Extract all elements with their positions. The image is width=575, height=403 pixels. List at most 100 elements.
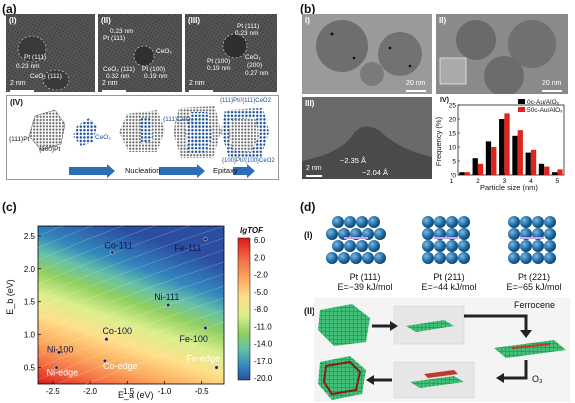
heatmap-ytick-2: 1.5 bbox=[24, 298, 36, 307]
colorbar-tick-5: -11.0 bbox=[254, 322, 272, 331]
facet-211-energy: E=−44 kJ/mol bbox=[421, 282, 477, 292]
contour-line bbox=[37, 212, 97, 237]
contour-line bbox=[42, 333, 225, 402]
facet-111: Pt (111) E=−39 kJ/mol bbox=[330, 272, 400, 292]
colorbar-tick-2: -2.0 bbox=[254, 271, 268, 280]
hist-bar-0-1 bbox=[472, 158, 478, 175]
scheme-label-ceo2: CeO₂ bbox=[95, 134, 111, 141]
heatmap-ytick-3: 1.0 bbox=[24, 331, 36, 340]
colorbar-title: lgTOF bbox=[240, 226, 263, 235]
legend-swatch-red bbox=[518, 107, 525, 112]
heatmap-xtick-1: -2.0 bbox=[83, 387, 97, 396]
tem-a2-ann-5: Pt (100) bbox=[142, 66, 166, 73]
hist-bar-0-7 bbox=[552, 172, 558, 175]
tem-b1-scale-bar bbox=[406, 90, 426, 92]
heatmap-point-co-100 bbox=[104, 337, 109, 342]
legend-swatch-black bbox=[518, 99, 525, 104]
heatmap-ytick-4: 0.5 bbox=[24, 364, 36, 373]
tem-a2-ann-2: CeO₂ bbox=[156, 48, 172, 55]
hist-bar-0-5 bbox=[525, 152, 531, 175]
heatmap-point-fe-edge bbox=[214, 365, 219, 370]
tem-a3-ann-1: 0.23 nm bbox=[235, 30, 259, 37]
tem-image-a3: (III) Pt (111) 0.23 nm Pt (100) 0.19 nm … bbox=[185, 14, 277, 92]
tem-b2-scale: 20 nm bbox=[542, 80, 562, 87]
tem-a2-ann-1: Pt (111) bbox=[103, 35, 126, 42]
hist-bar-0-6 bbox=[538, 163, 545, 175]
heatmap-point-label-fe-100: Fe-100 bbox=[179, 334, 208, 344]
tem-a1-ann-1: 0.23 nm bbox=[16, 63, 40, 70]
tem-b1-roman: I) bbox=[305, 16, 310, 25]
hist-bar-0-3 bbox=[499, 119, 505, 175]
tem-image-a1: (I) Pt (111) 0.23 nm CeO₂ (111) 2 nm bbox=[6, 14, 95, 92]
hist-xlabel: Particle size (nm) bbox=[480, 183, 538, 192]
heatmap-xtick-3: -1.0 bbox=[158, 387, 172, 396]
tem-a3-ann-0: Pt (111) bbox=[237, 23, 260, 30]
contour-line bbox=[37, 237, 225, 309]
hist-bar-1-1 bbox=[477, 163, 484, 175]
heatmap-ylabel: E_b (eV) bbox=[4, 279, 15, 315]
heatmap-point-label-ni-edge: Ni-edge bbox=[47, 368, 79, 378]
facet-221: Pt (221) E=−65 kJ/mol bbox=[498, 272, 570, 292]
colorbar-tick-7: -17.0 bbox=[254, 357, 273, 366]
tem-a3-ann-4: CeO₂ bbox=[245, 54, 261, 61]
hist-bar-0-2 bbox=[485, 141, 492, 175]
tem-b2-scale-bar bbox=[542, 90, 562, 92]
heatmap-point-label-co-edge: Co-edge bbox=[103, 361, 138, 371]
contour-line bbox=[37, 309, 225, 381]
hist-bar-1-4 bbox=[517, 130, 523, 175]
colorbar bbox=[237, 237, 251, 381]
hist-ytick-5: 25 bbox=[449, 103, 457, 110]
hist-bar-1-2 bbox=[491, 147, 497, 175]
facet-221-name: Pt (221) bbox=[517, 272, 550, 282]
tem-a2-ann-6: 0.19 nm bbox=[144, 73, 168, 80]
tem-a2-scale-bar bbox=[102, 90, 126, 92]
heatmap-point-label-co-111: Co-111 bbox=[104, 240, 132, 250]
facet-221-energy: E=−65 kJ/mol bbox=[506, 282, 562, 292]
tem-b3-ann-1: ~2.04 Å bbox=[362, 168, 389, 177]
hist-ytick-2: 10 bbox=[449, 145, 457, 152]
tem-a2-ann-4: 0.32 nm bbox=[106, 73, 130, 80]
heatmap-point-co-111 bbox=[110, 250, 115, 255]
contour-line bbox=[37, 225, 225, 297]
tem-a1-roman: (I) bbox=[9, 16, 17, 25]
heatmap-point-co-edge bbox=[102, 358, 107, 363]
colorbar-tick-0: 6.0 bbox=[254, 236, 266, 245]
tem-a3-ann-3: 0.19 nm bbox=[207, 65, 231, 72]
facet-111-name: Pt (111) bbox=[349, 272, 381, 282]
hist-legend: 0c-Au/AlOₓ 50c-Au/AlOₓ bbox=[518, 99, 562, 115]
tem-b2-roman: II) bbox=[439, 16, 447, 25]
scheme-step-epitaxy: Epitaxy bbox=[213, 166, 238, 175]
panel-label-c: (c) bbox=[2, 200, 17, 214]
tem-image-b2: II) 20 nm bbox=[436, 14, 568, 94]
hist-bar-1-3 bbox=[504, 113, 510, 175]
colorbar-tick-6: -14.0 bbox=[254, 340, 273, 349]
heatmap-point-ni-edge bbox=[54, 365, 59, 370]
tem-image-a2: (II) 0.23 nm Pt (111) CeO₂ CeO₂ (111) 0.… bbox=[98, 14, 182, 92]
tem-a3-roman: (III) bbox=[188, 16, 200, 25]
contour-line bbox=[37, 213, 225, 285]
contour-line bbox=[37, 212, 161, 261]
tem-a1-scale: 2 nm bbox=[10, 80, 26, 87]
hist-legend-item-1: 50c-Au/AlOₓ bbox=[518, 107, 562, 115]
part-label-2: (II) bbox=[304, 306, 315, 316]
hist-ytick-1: 5 bbox=[452, 159, 456, 166]
tem-b3-scale-bar bbox=[306, 175, 322, 177]
heatmap-point-ni-100 bbox=[56, 350, 61, 355]
panel-label-b: (b) bbox=[300, 2, 316, 16]
reagent-o3: O₃ bbox=[532, 374, 543, 384]
tem-b1-scale: 20 nm bbox=[406, 80, 426, 87]
colorbar-tick-1: 2.0 bbox=[254, 253, 266, 262]
legend-label-1: 50c-Au/AlOₓ bbox=[527, 107, 563, 114]
contour-line bbox=[37, 273, 225, 345]
tem-a3-ann-6: 0.27 nm bbox=[245, 70, 269, 77]
heatmap-point-label-co-100: Co-100 bbox=[102, 326, 132, 336]
part-label-1: (I) bbox=[304, 230, 313, 240]
heatmap-point-label-ni-100: Ni-100 bbox=[47, 344, 74, 354]
heatmap-point-fe-111 bbox=[203, 237, 208, 242]
scheme-label-100-100: {100}Pt//{100}CeO2 bbox=[222, 158, 275, 164]
hist-xtick-0: 1 bbox=[450, 178, 454, 185]
panel-label-d: (d) bbox=[300, 200, 316, 214]
hist-bar-1-6 bbox=[544, 166, 550, 175]
contour-line bbox=[37, 212, 195, 273]
heatmap-ytick-0: 2.5 bbox=[24, 232, 36, 241]
